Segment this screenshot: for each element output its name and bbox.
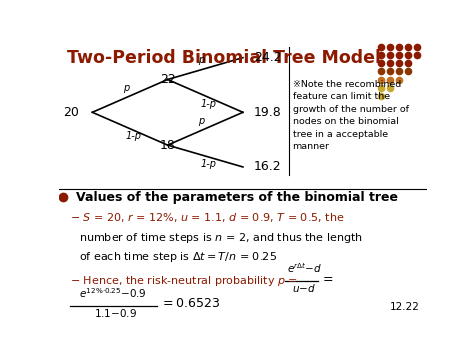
Text: $1.1{-}0.9$: $1.1{-}0.9$: [94, 307, 137, 319]
Text: Two-Period Binomial Tree Model: Two-Period Binomial Tree Model: [66, 49, 381, 67]
Text: number of time steps is $n$ = 2, and thus the length: number of time steps is $n$ = 2, and thu…: [80, 231, 364, 245]
Text: Values of the parameters of the binomial tree: Values of the parameters of the binomial…: [76, 191, 398, 203]
Text: p: p: [123, 83, 129, 93]
Text: 12.22: 12.22: [389, 302, 419, 312]
Text: 24.2: 24.2: [254, 51, 282, 64]
Text: $-$ $S$ = 20, $r$ = 12%, $u$ = 1.1, $d$ = 0.9, $T$ = 0.5, the: $-$ $S$ = 20, $r$ = 12%, $u$ = 1.1, $d$ …: [70, 211, 345, 224]
Text: $-$ Hence, the risk-neutral probability $p$ =: $-$ Hence, the risk-neutral probability …: [70, 274, 298, 288]
Text: 1-p: 1-p: [126, 131, 142, 141]
Text: $e^{r\Delta t}{-}d$: $e^{r\Delta t}{-}d$: [287, 261, 322, 275]
Text: 16.2: 16.2: [254, 160, 282, 174]
Text: of each time step is $\Delta t = T/n$ = 0.25: of each time step is $\Delta t = T/n$ = …: [80, 250, 277, 264]
Text: 1-p: 1-p: [201, 99, 217, 109]
Text: ※Note the recombined
feature can limit the
growth of the number of
nodes on the : ※Note the recombined feature can limit t…: [292, 80, 409, 151]
Text: p: p: [199, 55, 205, 65]
Text: $u{-}d$: $u{-}d$: [292, 282, 316, 294]
Text: 1-p: 1-p: [201, 159, 217, 169]
Text: $=$: $=$: [320, 271, 334, 284]
Text: p: p: [199, 115, 205, 126]
Text: $e^{12\%{\cdot}0.25}{-}0.9$: $e^{12\%{\cdot}0.25}{-}0.9$: [80, 286, 147, 300]
Text: 18: 18: [160, 138, 175, 152]
Text: 19.8: 19.8: [254, 106, 282, 119]
Text: 20: 20: [64, 106, 80, 119]
Text: 22: 22: [160, 73, 175, 86]
Text: $= 0.6523$: $= 0.6523$: [160, 297, 220, 310]
